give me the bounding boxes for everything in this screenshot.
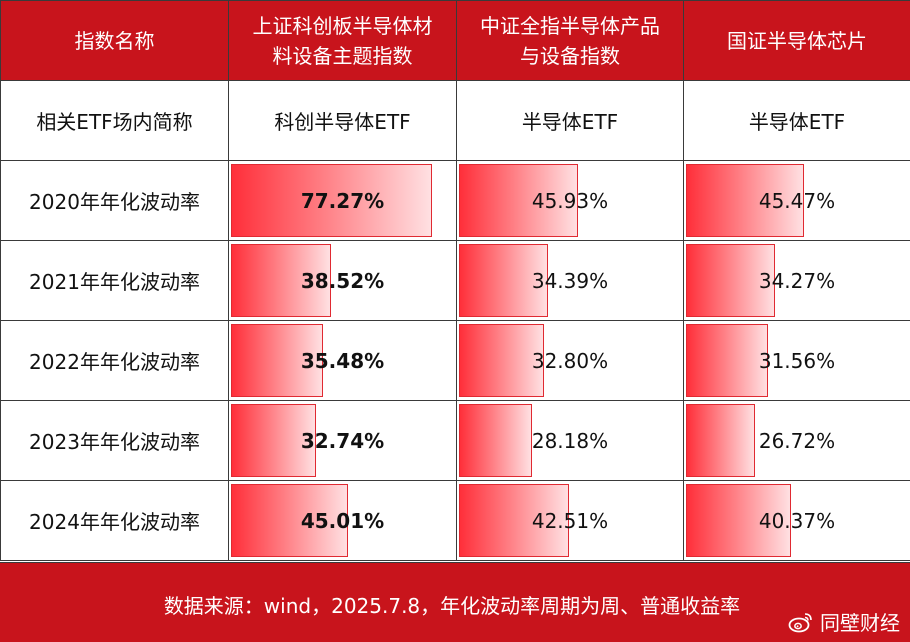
volatility-value: 32.74% [300, 428, 385, 453]
volatility-value: 31.56% [758, 348, 836, 373]
volatility-cell: 28.18% [456, 400, 684, 481]
header-col-2-line2: 与设备指数 [520, 43, 620, 68]
row-label: 2024年年化波动率 [0, 480, 229, 561]
volatility-value: 45.47% [758, 188, 836, 213]
volatility-value: 45.01% [300, 508, 385, 533]
volatility-bar [231, 404, 316, 477]
footer-source-text: 数据来源：wind，2025.7.8，年化波动率周期为周、普通收益率 [163, 594, 741, 618]
header-col-2-line1: 中证全指半导体产品 [480, 13, 660, 38]
volatility-value: 35.48% [300, 348, 385, 373]
volatility-value: 26.72% [758, 428, 836, 453]
volatility-cell: 42.51% [456, 480, 684, 561]
volatility-cell: 38.52% [228, 240, 457, 321]
volatility-bar [459, 164, 578, 237]
volatility-bar [231, 164, 432, 237]
volatility-cell: 35.48% [228, 320, 457, 401]
volatility-row: 2020年年化波动率 77.27% 45.93% 45.47% [0, 160, 910, 241]
volatility-cell: 31.56% [683, 320, 910, 401]
volatility-bar [459, 404, 532, 477]
volatility-bar [686, 484, 791, 557]
volatility-bar [686, 164, 804, 237]
row-label: 2023年年化波动率 [0, 400, 229, 481]
volatility-cell: 32.80% [456, 320, 684, 401]
volatility-cell: 45.01% [228, 480, 457, 561]
volatility-bar [459, 324, 544, 397]
volatility-cell: 45.47% [683, 160, 910, 241]
row-label: 2022年年化波动率 [0, 320, 229, 401]
volatility-bar [231, 324, 323, 397]
volatility-table: 指数名称 上证科创板半导体材 料设备主题指数 中证全指半导体产品 与设备指数 国… [0, 0, 910, 561]
etf-row-label: 相关ETF场内简称 [0, 80, 229, 161]
volatility-value: 32.80% [531, 348, 609, 373]
row-label: 2020年年化波动率 [0, 160, 229, 241]
volatility-value: 42.51% [531, 508, 609, 533]
volatility-bar [686, 324, 768, 397]
footer-source-bar: 数据来源：wind，2025.7.8，年化波动率周期为周、普通收益率 [0, 562, 910, 642]
header-row: 指数名称 上证科创板半导体材 料设备主题指数 中证全指半导体产品 与设备指数 国… [0, 0, 910, 81]
volatility-bar [459, 484, 569, 557]
volatility-bar [459, 244, 548, 317]
volatility-bar [231, 244, 331, 317]
watermark: 同壁财经 [788, 607, 900, 636]
volatility-value: 77.27% [300, 188, 385, 213]
row-label: 2021年年化波动率 [0, 240, 229, 321]
volatility-cell: 77.27% [228, 160, 457, 241]
etf-name-cell: 半导体ETF [456, 80, 684, 161]
header-col-1-line1: 上证科创板半导体材 [252, 13, 433, 38]
volatility-cell: 40.37% [683, 480, 910, 561]
volatility-bar [686, 404, 755, 477]
volatility-value: 40.37% [758, 508, 836, 533]
volatility-value: 38.52% [300, 268, 385, 293]
volatility-value: 34.39% [531, 268, 609, 293]
volatility-bar [231, 484, 348, 557]
volatility-cell: 34.39% [456, 240, 684, 321]
volatility-bar [686, 244, 775, 317]
volatility-cell: 32.74% [228, 400, 457, 481]
etf-name-cell: 科创半导体ETF [228, 80, 457, 161]
volatility-value: 45.93% [531, 188, 609, 213]
volatility-cell: 26.72% [683, 400, 910, 481]
volatility-row: 2022年年化波动率 35.48% 32.80% 31.56% [0, 320, 910, 401]
volatility-cell: 34.27% [683, 240, 910, 321]
volatility-row: 2024年年化波动率 45.01% 42.51% 40.37% [0, 480, 910, 561]
header-col-1-line2: 料设备主题指数 [272, 43, 413, 68]
etf-row: 相关ETF场内简称 科创半导体ETF 半导体ETF 半导体ETF [0, 80, 910, 161]
volatility-value: 34.27% [758, 268, 836, 293]
watermark-text: 同壁财经 [820, 611, 900, 635]
etf-name-cell: 半导体ETF [683, 80, 910, 161]
header-col-2: 中证全指半导体产品 与设备指数 [456, 0, 684, 81]
volatility-row: 2023年年化波动率 32.74% 28.18% 26.72% [0, 400, 910, 481]
header-index-name: 指数名称 [0, 0, 229, 81]
header-col-3: 国证半导体芯片 [683, 0, 910, 81]
weibo-logo-icon [788, 612, 812, 632]
volatility-cell: 45.93% [456, 160, 684, 241]
volatility-value: 28.18% [531, 428, 609, 453]
header-col-1: 上证科创板半导体材 料设备主题指数 [228, 0, 457, 81]
volatility-row: 2021年年化波动率 38.52% 34.39% 34.27% [0, 240, 910, 321]
